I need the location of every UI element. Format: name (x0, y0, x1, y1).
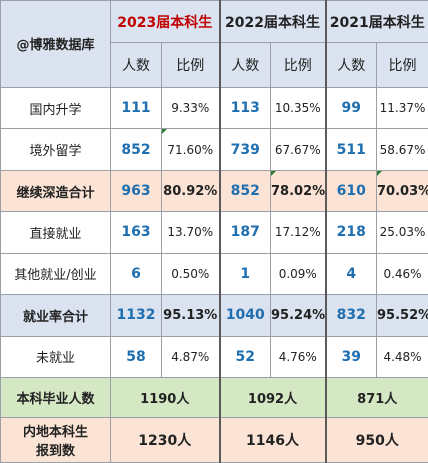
table-row-employment-total: 就业率合计 1132 95.13% 1040 95.24% 832 95.52% (0, 294, 428, 337)
ratio-cell: 95.52% (376, 294, 428, 337)
count-cell: 832 (324, 294, 377, 337)
count-cell: 187 (218, 211, 271, 254)
graduates-value-2022: 1092人 (218, 376, 326, 419)
ratio-cell: 71.60% (161, 128, 220, 171)
count-cell: 1 (218, 252, 271, 296)
count-cell: 6 (110, 252, 162, 296)
graduates-row: 本科毕业人数 1190人 1092人 871人 (0, 376, 428, 419)
enrollment-row: 内地本科生 报到数 1230人 1146人 950人 (0, 417, 428, 463)
row-label: 国内升学 (0, 86, 111, 130)
enrollment-label-line2: 报到数 (35, 444, 75, 460)
count-cell: 852 (110, 128, 162, 171)
header-row-sub: 人数 比例 人数 比例 人数 比例 (1, 42, 428, 88)
count-cell: 1040 (218, 294, 271, 337)
count-cell: 113 (218, 86, 271, 130)
ratio-header: 比例 (270, 42, 326, 88)
table-row: 直接就业 163 13.70% 187 17.12% 218 25.03% (0, 211, 428, 254)
count-cell: 111 (110, 86, 162, 130)
year-header-2023: 2023届本科生 (110, 0, 220, 44)
enrollment-value-2023: 1230人 (110, 417, 220, 463)
ratio-cell: 58.67% (376, 128, 428, 171)
count-cell: 218 (324, 211, 377, 254)
count-cell: 39 (324, 335, 377, 378)
enrollment-label: 内地本科生 报到数 (0, 417, 111, 463)
graduates-value-2023: 1190人 (110, 376, 220, 419)
count-cell: 963 (110, 169, 162, 213)
corner-label: @博雅数据库 (0, 0, 111, 88)
ratio-cell: 70.03% (376, 169, 428, 213)
ratio-cell: 78.02% (270, 169, 326, 213)
table-row: 国内升学 111 9.33% 113 10.35% 99 11.37% (0, 86, 428, 130)
count-cell: 852 (218, 169, 271, 213)
ratio-cell: 95.13% (161, 294, 220, 337)
count-cell: 4 (324, 252, 377, 296)
ratio-cell: 67.67% (270, 128, 326, 171)
count-cell: 163 (110, 211, 162, 254)
graduates-label: 本科毕业人数 (0, 376, 111, 419)
year-header-2022: 2022届本科生 (218, 0, 326, 44)
enrollment-value-2021: 950人 (324, 417, 428, 463)
ratio-cell: 80.92% (161, 169, 220, 213)
ratio-cell: 25.03% (376, 211, 428, 254)
ratio-cell: 0.46% (376, 252, 428, 296)
row-label: 其他就业/创业 (0, 252, 111, 296)
count-cell: 1132 (110, 294, 162, 337)
count-cell: 610 (324, 169, 377, 213)
header-row-years: @博雅数据库 2023届本科生 2022届本科生 2021届本科生 (0, 0, 428, 88)
count-cell: 99 (324, 86, 377, 130)
row-label: 直接就业 (0, 211, 111, 254)
enrollment-label-line1: 内地本科生 (22, 425, 88, 441)
count-cell: 739 (218, 128, 271, 171)
row-label: 未就业 (0, 335, 111, 378)
count-header: 人数 (218, 42, 271, 88)
ratio-cell: 4.48% (376, 335, 428, 378)
ratio-cell: 4.87% (161, 335, 220, 378)
ratio-cell: 4.76% (270, 335, 326, 378)
ratio-cell: 13.70% (161, 211, 220, 254)
ratio-cell: 10.35% (270, 86, 326, 130)
row-label: 就业率合计 (0, 294, 111, 337)
ratio-header: 比例 (161, 42, 220, 88)
row-label: 境外留学 (0, 128, 111, 171)
year-header-2021: 2021届本科生 (324, 0, 428, 44)
count-cell: 58 (110, 335, 162, 378)
ratio-cell: 0.09% (270, 252, 326, 296)
count-cell: 511 (324, 128, 377, 171)
ratio-cell: 17.12% (270, 211, 326, 254)
ratio-cell: 95.24% (270, 294, 326, 337)
ratio-cell: 0.50% (161, 252, 220, 296)
table-row: 其他就业/创业 6 0.50% 1 0.09% 4 0.46% (0, 252, 428, 296)
count-header: 人数 (110, 42, 162, 88)
enrollment-value-2022: 1146人 (218, 417, 326, 463)
table-row: 境外留学 852 71.60% 739 67.67% 511 58.67% (0, 128, 428, 171)
row-label: 继续深造合计 (0, 169, 111, 213)
count-cell: 52 (218, 335, 271, 378)
ratio-cell: 9.33% (161, 86, 220, 130)
ratio-cell: 11.37% (376, 86, 428, 130)
table-row-subtotal: 继续深造合计 963 80.92% 852 78.02% 610 70.03% (0, 169, 428, 213)
count-header: 人数 (324, 42, 377, 88)
graduates-value-2021: 871人 (324, 376, 428, 419)
table-row: 未就业 58 4.87% 52 4.76% 39 4.48% (0, 335, 428, 378)
ratio-header: 比例 (376, 42, 428, 88)
